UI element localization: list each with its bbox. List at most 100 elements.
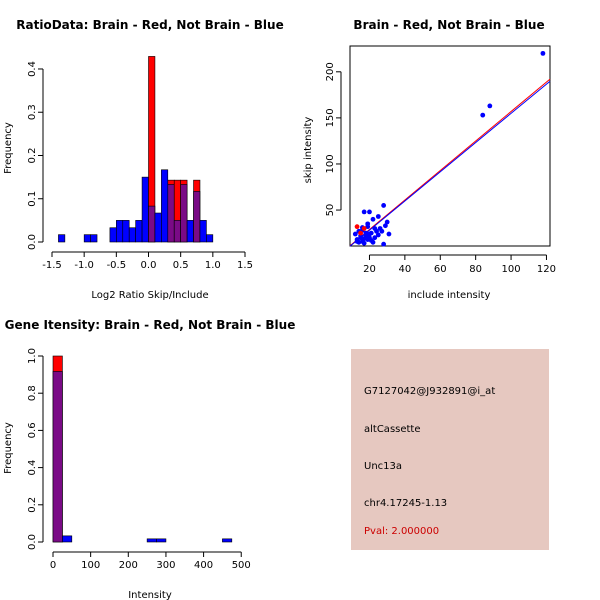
scatter-point-notbrain: [370, 216, 376, 222]
intensity-hist-x-tick-label: 400: [194, 560, 213, 571]
ratio-hist-bar-notbrain: [206, 234, 214, 243]
scatter-x-tick-label: 120: [537, 264, 556, 275]
scatter-point-notbrain: [381, 203, 387, 208]
ratio-histogram-panel: RatioData: Brain - Red, Not Brain - Blue…: [3, 18, 284, 301]
ratio-hist-y-tick-label: 0.2: [27, 148, 38, 164]
scatter-point-notbrain: [540, 50, 546, 56]
scatter-point-notbrain: [487, 103, 493, 109]
ratio-histogram-axes: -1.5 -1.0 -0.5 0.0 0.5 1.0 1.5 0.0 0.1 0.2 0.3 0.4: [27, 61, 253, 271]
scatter-panel: Brain - Red, Not Brain - Blue 20 40 60 80 10…: [303, 18, 556, 301]
intensity-hist-bar-overlap: [52, 371, 63, 543]
ratio-hist-bar-notbrain: [122, 220, 130, 243]
intensity-hist-x-tick-label: 300: [156, 560, 175, 571]
scatter-point-notbrain: [372, 235, 378, 241]
ratio-hist-bar-overlap: [193, 191, 201, 243]
scatter-x-tick-label: 60: [434, 264, 447, 275]
ratio-hist-x-tick-label: -1.5: [42, 260, 62, 271]
probe-id-text: G7127042@J932891@i_at: [364, 386, 496, 397]
ratio-hist-y-tick-label: 0.3: [27, 104, 38, 120]
scatter-x-tick-label: 40: [399, 264, 412, 275]
scatter-y-tick-label: 200: [325, 62, 336, 81]
ratio-hist-y-tick-label: 0.0: [27, 234, 38, 250]
scatter-point-notbrain: [367, 231, 372, 237]
pval-text: Pval: 2.000000: [364, 526, 440, 537]
scatter-ylabel: skip intensity: [303, 117, 314, 184]
scatter-point-notbrain: [375, 232, 381, 238]
scatter-point-brain: [358, 230, 364, 236]
ratio-hist-bar-notbrain: [186, 220, 194, 243]
scatter-point-notbrain: [361, 240, 367, 246]
scatter-point-notbrain: [367, 209, 372, 215]
scatter-title: Brain - Red, Not Brain - Blue: [353, 18, 544, 32]
ratio-hist-bar-overlap: [173, 220, 181, 243]
ratio-hist-bar-notbrain: [199, 220, 207, 243]
ratio-hist-x-tick-label: 0.0: [141, 260, 157, 271]
intensity-hist-y-tick-label: 0.6: [27, 422, 38, 438]
ratio-hist-bar-overlap: [148, 205, 156, 243]
intensity-hist-bar-notbrain: [156, 538, 167, 543]
scatter-y-tick-label: 50: [325, 204, 336, 217]
scatter-y-tick-label: 100: [325, 154, 336, 173]
scatter-axes: 20 40 60 80 100 120 50 100 150 200: [325, 62, 556, 275]
intensity-histogram-ylabel: Frequency: [3, 422, 14, 474]
gene-name-text: Unc13a: [364, 461, 403, 472]
scatter-regression-lines: [349, 78, 551, 247]
event-type-text: altCassette: [364, 424, 421, 435]
ratio-hist-x-tick-label: 1.5: [237, 260, 253, 271]
intensity-hist-y-tick-label: 0.2: [27, 497, 38, 513]
ratio-hist-bar-notbrain: [90, 234, 98, 243]
intensity-histogram-bars: [52, 355, 233, 543]
scatter-point-notbrain: [374, 228, 379, 234]
location-text: chr4.17245-1.13: [364, 498, 448, 509]
ratio-hist-bar-overlap: [180, 184, 188, 243]
intensity-hist-y-tick-label: 0.0: [27, 534, 38, 550]
ratio-hist-x-tick-label: 1.0: [205, 260, 221, 271]
intensity-histogram-axes: 0 100 200 300 400 500 0.0 0.2 0.4 0.6 0.8 1.0: [27, 348, 251, 571]
intensity-hist-y-tick-label: 0.8: [27, 385, 38, 401]
scatter-point-notbrain: [352, 231, 358, 237]
scatter-point-notbrain: [354, 238, 360, 244]
scatter-point-notbrain: [382, 223, 388, 229]
ratio-histogram-bars: [58, 56, 214, 243]
intensity-histogram-panel: Gene Itensity: Brain - Red, Not Brain - …: [3, 318, 295, 600]
ratio-histogram-xlabel: Log2 Ratio Skip/Include: [91, 290, 208, 301]
scatter-x-tick-label: 80: [469, 264, 482, 275]
scatter-x-tick-label: 20: [363, 264, 376, 275]
intensity-hist-bar-notbrain: [146, 538, 157, 543]
scatter-point-notbrain: [358, 235, 364, 241]
intensity-histogram-title: Gene Itensity: Brain - Red, Not Brain - …: [5, 318, 296, 332]
scatter-plot-frame: [349, 45, 551, 247]
intensity-hist-x-tick-label: 0: [50, 560, 56, 571]
scatter-point-notbrain: [363, 233, 369, 239]
intensity-hist-x-tick-label: 100: [81, 560, 100, 571]
scatter-point-brain: [354, 224, 360, 230]
scatter-point-notbrain: [368, 238, 374, 243]
ratio-hist-y-tick-label: 0.1: [27, 191, 38, 207]
scatter-point-notbrain: [375, 214, 381, 219]
ratio-hist-bar-notbrain: [109, 227, 117, 243]
scatter-point-notbrain: [384, 219, 390, 225]
ratio-hist-x-tick-label: -0.5: [107, 260, 127, 271]
ratio-histogram-title: RatioData: Brain - Red, Not Brain - Blue: [16, 18, 283, 32]
ratio-hist-bar-notbrain: [141, 176, 149, 243]
ratio-hist-y-tick-label: 0.4: [27, 61, 38, 77]
ratio-histogram-ylabel: Frequency: [3, 122, 14, 174]
intensity-histogram-xlabel: Intensity: [128, 590, 172, 600]
intensity-hist-y-tick-label: 0.4: [27, 460, 38, 476]
ratio-hist-bar-notbrain: [161, 169, 169, 243]
ratio-hist-bar-notbrain: [128, 227, 136, 243]
scatter-point-notbrain: [480, 112, 486, 118]
ratio-hist-bar-notbrain: [58, 234, 66, 243]
intensity-hist-bar-notbrain: [62, 535, 73, 543]
scatter-point-notbrain: [386, 231, 392, 237]
scatter-x-tick-label: 100: [502, 264, 521, 275]
scatter-regression-line: [349, 78, 551, 247]
intensity-hist-y-tick-label: 1.0: [27, 348, 38, 364]
ratio-hist-bar-overlap: [167, 184, 175, 243]
intensity-hist-x-tick-label: 500: [232, 560, 251, 571]
scatter-xlabel: include intensity: [408, 290, 491, 301]
scatter-point-notbrain: [379, 228, 385, 234]
ratio-hist-x-tick-label: -1.0: [74, 260, 94, 271]
scatter-y-tick-label: 150: [325, 108, 336, 127]
